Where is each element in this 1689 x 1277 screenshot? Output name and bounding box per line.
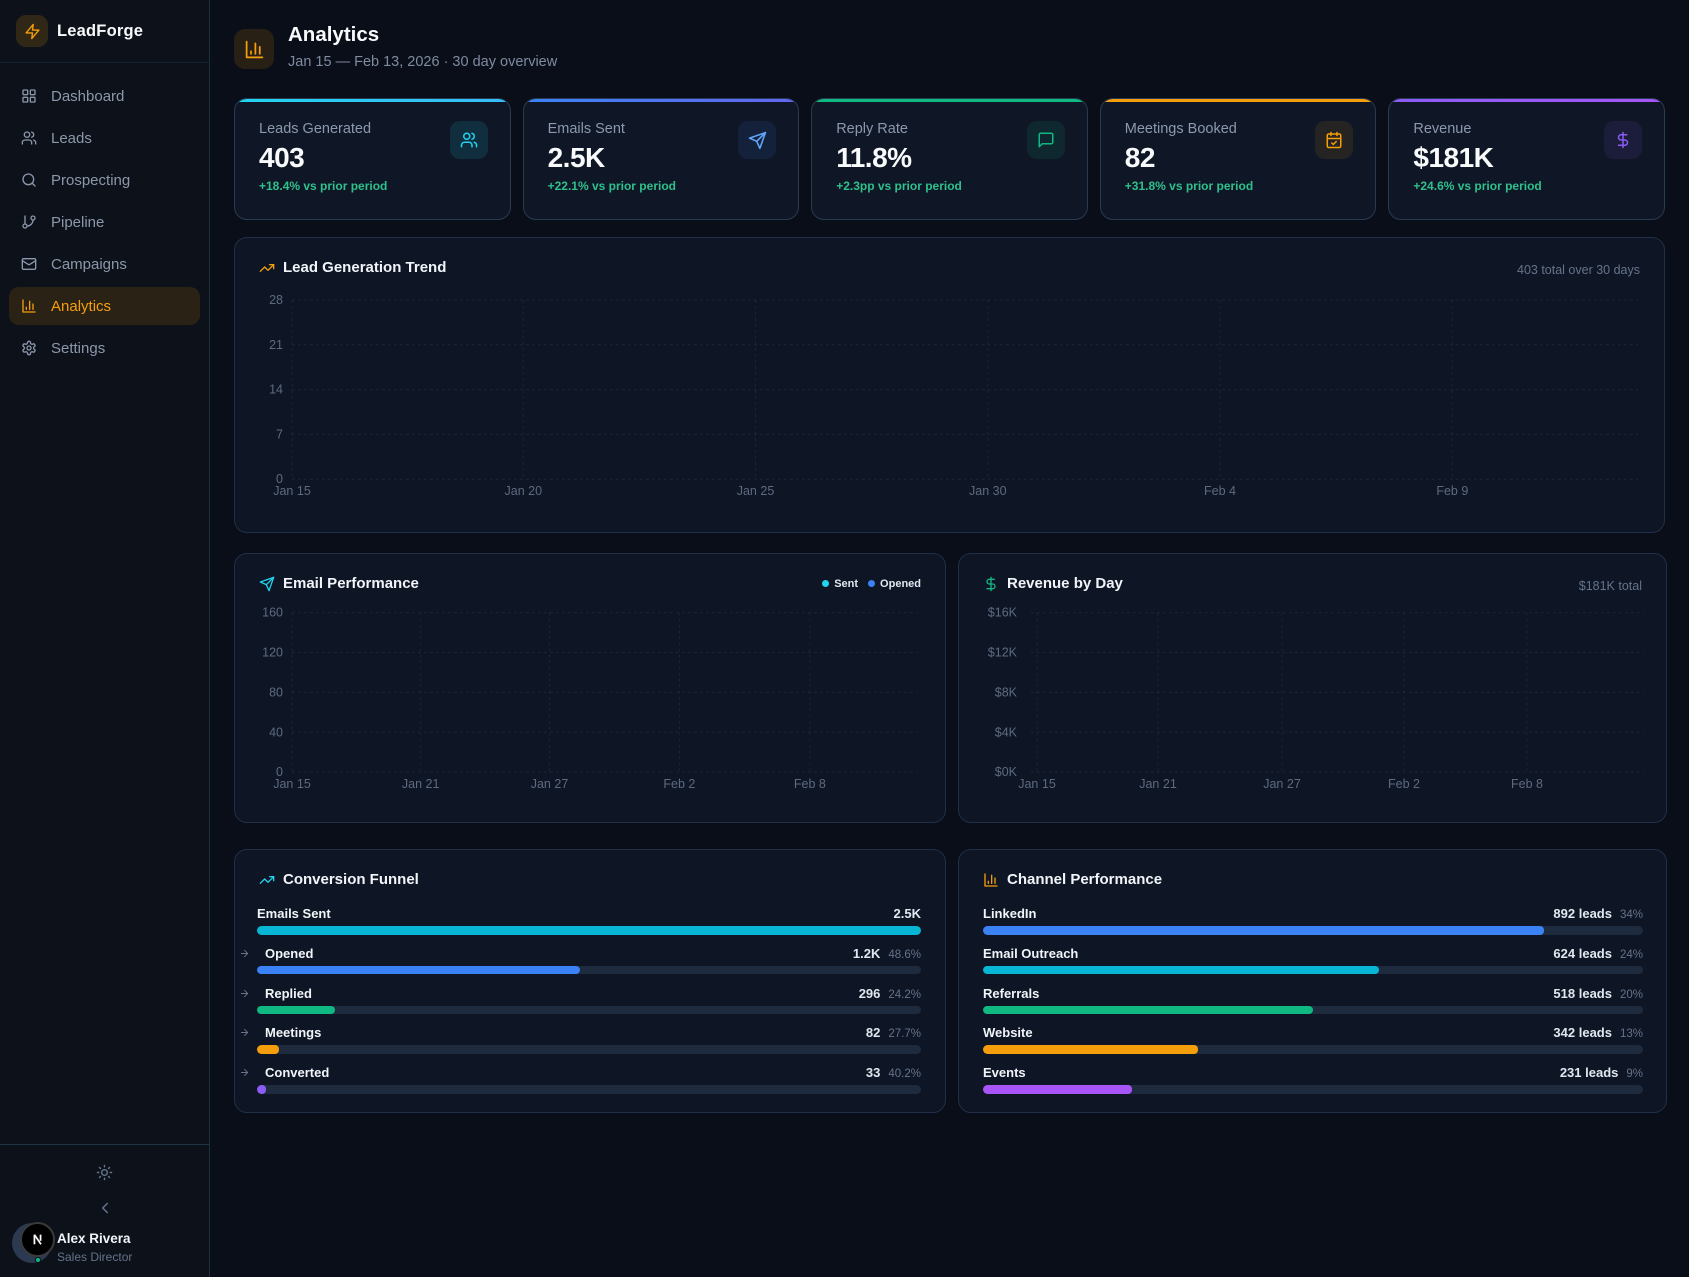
svg-text:14: 14 [269,383,283,397]
svg-text:$8K: $8K [995,685,1018,699]
svg-text:0: 0 [276,765,283,779]
svg-text:Jan 21: Jan 21 [402,777,440,791]
svg-text:$16K: $16K [988,606,1018,620]
svg-text:$12K: $12K [988,646,1018,660]
svg-text:160: 160 [262,606,283,620]
svg-text:Jan 30: Jan 30 [969,484,1007,498]
svg-text:Jan 15: Jan 15 [273,484,311,498]
svg-text:$0K: $0K [995,765,1018,779]
svg-text:28: 28 [269,293,283,307]
svg-text:$4K: $4K [995,725,1018,739]
svg-text:Jan 27: Jan 27 [531,777,569,791]
svg-text:Feb 2: Feb 2 [1388,777,1420,791]
svg-text:80: 80 [269,685,283,699]
svg-text:120: 120 [262,646,283,660]
svg-text:Jan 27: Jan 27 [1263,777,1301,791]
svg-text:Feb 4: Feb 4 [1204,484,1236,498]
svg-text:Jan 21: Jan 21 [1139,777,1177,791]
svg-text:21: 21 [269,338,283,352]
svg-text:Feb 2: Feb 2 [663,777,695,791]
svg-text:Jan 25: Jan 25 [737,484,775,498]
svg-text:0: 0 [276,472,283,486]
svg-text:7: 7 [276,427,283,441]
svg-text:40: 40 [269,725,283,739]
svg-text:Jan 15: Jan 15 [1018,777,1056,791]
svg-text:Feb 8: Feb 8 [1511,777,1543,791]
svg-text:Jan 15: Jan 15 [273,777,311,791]
svg-text:Feb 8: Feb 8 [794,777,826,791]
svg-text:Feb 9: Feb 9 [1436,484,1468,498]
svg-text:Jan 20: Jan 20 [505,484,543,498]
